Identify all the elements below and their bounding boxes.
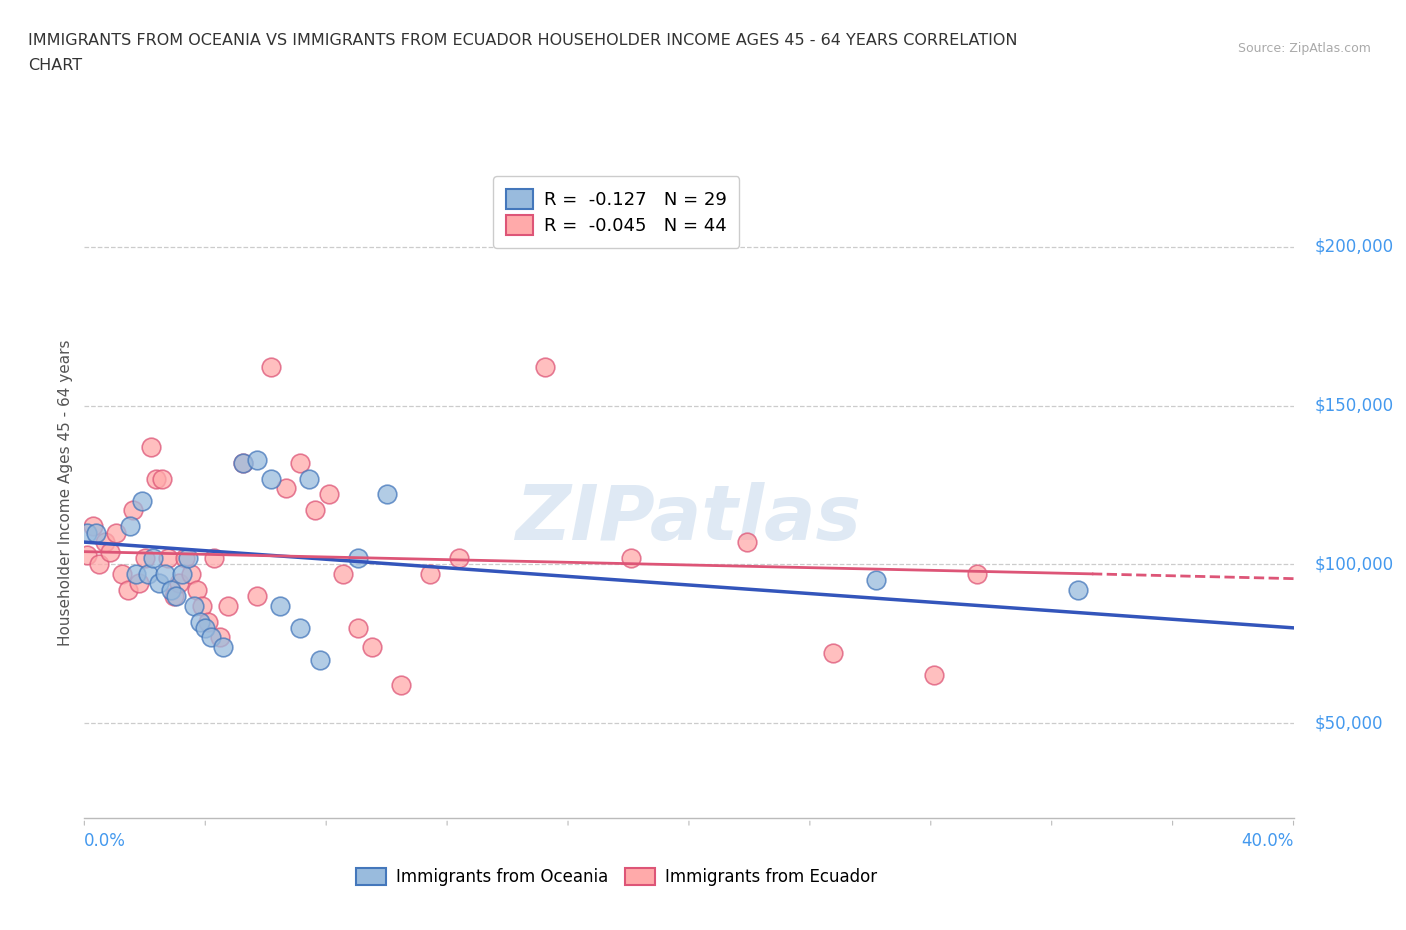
Point (332, 566, 354, 581)
Point (148, 576, 170, 591)
Point (419, 566, 441, 581)
Point (76, 548, 98, 563)
Point (183, 598, 205, 613)
Point (232, 456, 254, 471)
Point (447, 551, 470, 565)
Point (217, 598, 239, 613)
Point (162, 589, 184, 604)
Point (200, 630, 222, 644)
Text: 40.0%: 40.0% (1241, 832, 1294, 850)
Point (180, 566, 202, 581)
Text: IMMIGRANTS FROM OCEANIA VS IMMIGRANTS FROM ECUADOR HOUSEHOLDER INCOME AGES 45 - : IMMIGRANTS FROM OCEANIA VS IMMIGRANTS FR… (28, 33, 1018, 47)
Y-axis label: Householder Income Ages 45 - 64 years: Householder Income Ages 45 - 64 years (58, 339, 73, 646)
Text: 0.0%: 0.0% (84, 832, 127, 850)
Point (93, 535, 115, 550)
Point (122, 503, 145, 518)
Point (304, 503, 326, 518)
Point (150, 472, 173, 486)
Point (169, 576, 191, 591)
Point (186, 582, 208, 597)
Point (84, 525, 107, 540)
Point (269, 598, 291, 613)
Point (159, 582, 181, 597)
Point (174, 551, 197, 565)
Text: $150,000: $150,000 (1315, 396, 1393, 415)
Point (131, 494, 153, 509)
Point (166, 589, 188, 604)
Point (865, 573, 887, 588)
Point (735, 535, 758, 550)
Point (966, 566, 988, 581)
Point (290, 620, 312, 635)
Point (290, 456, 312, 471)
Point (142, 551, 165, 565)
Point (98, 544, 121, 559)
Point (246, 452, 269, 467)
Point (139, 439, 162, 454)
Point (153, 566, 176, 581)
Point (1066, 582, 1088, 597)
Point (172, 566, 194, 581)
Point (191, 598, 214, 613)
Point (145, 472, 167, 486)
Point (298, 472, 321, 486)
Point (177, 551, 200, 565)
Point (389, 678, 412, 693)
Point (87, 557, 110, 572)
Point (105, 525, 128, 540)
Point (156, 551, 179, 565)
Point (232, 456, 254, 471)
Point (620, 551, 643, 565)
Text: $100,000: $100,000 (1315, 555, 1393, 574)
Point (821, 645, 844, 660)
Point (211, 640, 233, 655)
Point (194, 620, 217, 635)
Text: $200,000: $200,000 (1315, 238, 1393, 256)
Point (82, 519, 104, 534)
Point (375, 487, 398, 502)
Point (246, 589, 269, 604)
Point (309, 652, 332, 667)
Point (120, 519, 142, 534)
Point (128, 576, 150, 591)
Point (134, 551, 156, 565)
Point (260, 360, 283, 375)
Point (318, 487, 340, 502)
Text: CHART: CHART (28, 58, 82, 73)
Text: Source: ZipAtlas.com: Source: ZipAtlas.com (1237, 42, 1371, 55)
Point (76, 525, 98, 540)
Point (111, 566, 134, 581)
Text: $50,000: $50,000 (1315, 714, 1384, 732)
Point (347, 551, 370, 565)
Point (188, 614, 211, 629)
Point (136, 566, 159, 581)
Point (197, 614, 219, 629)
Point (361, 640, 384, 655)
Point (274, 481, 297, 496)
Point (347, 620, 370, 635)
Point (202, 551, 225, 565)
Legend: Immigrants from Oceania, Immigrants from Ecuador: Immigrants from Oceania, Immigrants from… (347, 860, 886, 895)
Point (922, 668, 945, 683)
Point (125, 566, 148, 581)
Text: ZIPatlas: ZIPatlas (516, 482, 862, 556)
Point (260, 472, 283, 486)
Point (534, 360, 557, 375)
Point (208, 630, 231, 644)
Point (117, 582, 139, 597)
